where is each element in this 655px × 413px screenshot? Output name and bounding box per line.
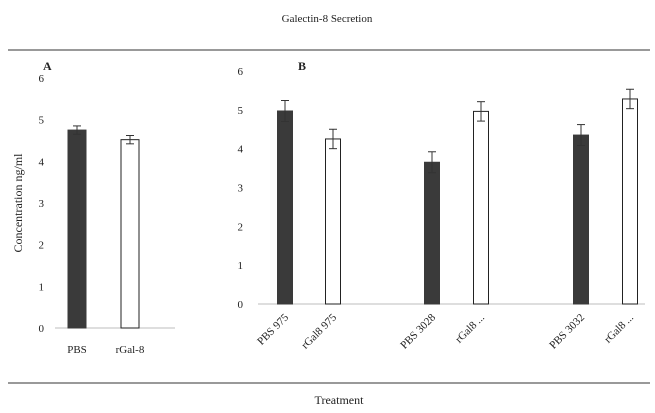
x-tick-label: rGal-8 bbox=[116, 344, 145, 356]
x-tick-label: rGal8 ... bbox=[453, 311, 487, 345]
y-tick-label: 1 bbox=[39, 281, 45, 293]
bar bbox=[277, 110, 293, 305]
bar bbox=[120, 139, 140, 329]
x-tick-label: PBS bbox=[67, 344, 87, 356]
bar bbox=[573, 134, 589, 305]
panel-label: B bbox=[298, 59, 306, 73]
x-axis-label: Treatment bbox=[315, 393, 365, 407]
bar bbox=[67, 129, 87, 329]
y-tick-label: 3 bbox=[39, 198, 45, 210]
bar bbox=[622, 98, 638, 305]
x-tick-label: rGal8 ... bbox=[602, 311, 636, 345]
y-tick-label: 2 bbox=[39, 240, 45, 252]
y-tick-label: 4 bbox=[238, 144, 244, 156]
y-axis-label: Concentration ng/ml bbox=[11, 153, 25, 253]
y-tick-label: 4 bbox=[39, 156, 45, 168]
x-tick-label: PBS 3032 bbox=[547, 312, 587, 352]
y-tick-label: 6 bbox=[238, 66, 244, 78]
x-tick-label: PBS 3028 bbox=[398, 311, 438, 351]
y-tick-label: 1 bbox=[238, 260, 244, 272]
y-tick-label: 0 bbox=[39, 323, 45, 335]
panel-a: A 0 1 2 3 4 5 6 PBS rGal-8 bbox=[39, 59, 175, 356]
x-tick-label: PBS 975 bbox=[255, 311, 291, 347]
x-tick-label: rGal8 975 bbox=[299, 311, 339, 351]
y-tick-label: 5 bbox=[39, 115, 45, 127]
bar bbox=[325, 138, 341, 305]
y-tick-label: 5 bbox=[238, 105, 244, 117]
y-tick-label: 0 bbox=[238, 299, 244, 311]
panel-b: B 0 1 2 3 4 5 6 PBS 975 rGal8 975 PBS 3028 rGal8 ..… bbox=[238, 59, 645, 352]
chart-title: Galectin-8 Secretion bbox=[282, 13, 373, 25]
y-tick-label: 2 bbox=[238, 221, 244, 233]
y-tick-label: 6 bbox=[39, 73, 45, 85]
bar bbox=[473, 110, 489, 305]
y-tick-label: 3 bbox=[238, 183, 244, 195]
panel-label: A bbox=[43, 59, 52, 73]
bar bbox=[424, 161, 440, 305]
